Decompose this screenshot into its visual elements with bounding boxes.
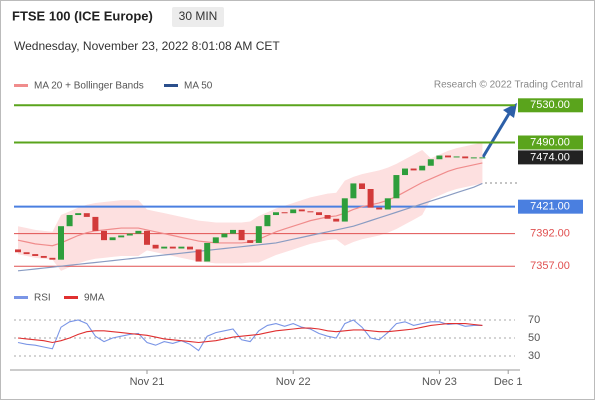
level-label-box xyxy=(518,150,583,165)
candle-body xyxy=(307,211,314,213)
candle-body xyxy=(152,244,159,249)
candle-body xyxy=(83,213,90,217)
candle-body xyxy=(255,226,262,243)
legend-swatch xyxy=(64,296,78,299)
candle-body xyxy=(32,254,39,256)
projection-arrowhead xyxy=(503,103,517,118)
candle-body xyxy=(479,157,486,159)
level-label: 7421.00 xyxy=(530,201,570,213)
candle-body xyxy=(66,215,73,227)
candle-body xyxy=(178,246,185,249)
title: FTSE 100 (ICE Europe) xyxy=(12,8,153,23)
x-tick-label: Nov 22 xyxy=(276,376,311,388)
candle-body xyxy=(92,216,99,231)
legend-label: MA 50 xyxy=(184,81,213,92)
candle-body xyxy=(109,237,116,241)
candle-body xyxy=(187,246,193,250)
candle-body xyxy=(453,156,460,158)
level-label: 7490.00 xyxy=(530,136,570,148)
candle-body xyxy=(290,209,297,214)
x-tick-label: Nov 23 xyxy=(422,376,457,388)
candle-body xyxy=(281,212,288,214)
candle-body xyxy=(462,156,469,159)
candle-body xyxy=(436,155,443,160)
candle-body xyxy=(350,183,357,199)
legend-label: 9MA xyxy=(84,293,105,304)
candle-body xyxy=(40,255,47,258)
candle-body xyxy=(101,230,107,241)
candle-body xyxy=(324,215,331,219)
x-tick-label: Nov 21 xyxy=(130,376,165,388)
candle-body xyxy=(359,183,365,189)
candle-body xyxy=(135,230,142,234)
candle-body xyxy=(195,249,202,262)
level-label: 7474.00 xyxy=(530,151,570,163)
legend-label: RSI xyxy=(34,293,51,304)
candle-body xyxy=(376,207,383,210)
candle-body xyxy=(230,229,236,234)
candle-body xyxy=(15,249,21,253)
candle-body xyxy=(161,246,168,249)
candle-body xyxy=(410,168,417,171)
candle-body xyxy=(58,226,64,260)
candle-body xyxy=(212,237,219,243)
candle-body xyxy=(126,233,133,236)
legend-swatch xyxy=(14,84,28,87)
level-label: 7392.00 xyxy=(530,228,570,240)
level-label: 7357.00 xyxy=(530,260,570,272)
candle-body xyxy=(419,165,426,171)
projection-arrow xyxy=(481,111,512,158)
bollinger-band xyxy=(18,142,483,271)
candle-body xyxy=(75,213,82,216)
candle-body xyxy=(470,157,477,159)
candle-body xyxy=(169,246,176,249)
candle-body xyxy=(341,198,348,222)
timeframe: 30 MIN xyxy=(179,9,218,23)
y-tick-label: 50 xyxy=(528,332,540,344)
candle-body xyxy=(316,212,322,216)
candle-body xyxy=(23,252,30,255)
legend-swatch xyxy=(14,296,28,299)
candle-body xyxy=(273,212,279,216)
candle-body xyxy=(49,257,56,260)
candle-body xyxy=(384,198,391,210)
candle-body xyxy=(144,230,150,245)
timeframe-badge xyxy=(172,7,224,27)
candle-body xyxy=(238,229,245,241)
rsi-line xyxy=(17,323,483,344)
x-tick-label: Dec 1 xyxy=(494,376,523,388)
y-tick-label: 30 xyxy=(528,350,540,362)
candle-body xyxy=(333,218,340,222)
candle-body xyxy=(118,235,125,238)
candle-body xyxy=(393,175,400,199)
candle-body xyxy=(367,189,374,208)
legend-swatch xyxy=(164,84,178,87)
candle-body xyxy=(247,240,254,243)
y-tick-label: 70 xyxy=(528,314,540,326)
level-label: 7530.00 xyxy=(530,99,570,111)
level-label-box xyxy=(518,135,583,150)
candle-body xyxy=(221,233,228,238)
ma-line xyxy=(17,182,483,272)
legend-label: MA 20 + Bollinger Bands xyxy=(34,81,144,92)
datetime: Wednesday, November 23, 2022 8:01:08 AM … xyxy=(14,39,280,53)
level-label-box xyxy=(518,199,583,214)
candle-body xyxy=(427,159,434,166)
candle-body xyxy=(264,215,271,227)
level-label-box xyxy=(518,98,583,113)
rsi-line xyxy=(17,319,483,352)
credit: Research © 2022 Trading Central xyxy=(434,80,583,91)
candle-body xyxy=(298,209,305,212)
candle-body xyxy=(402,168,408,176)
candle-body xyxy=(445,155,451,158)
candle-body xyxy=(204,242,211,262)
